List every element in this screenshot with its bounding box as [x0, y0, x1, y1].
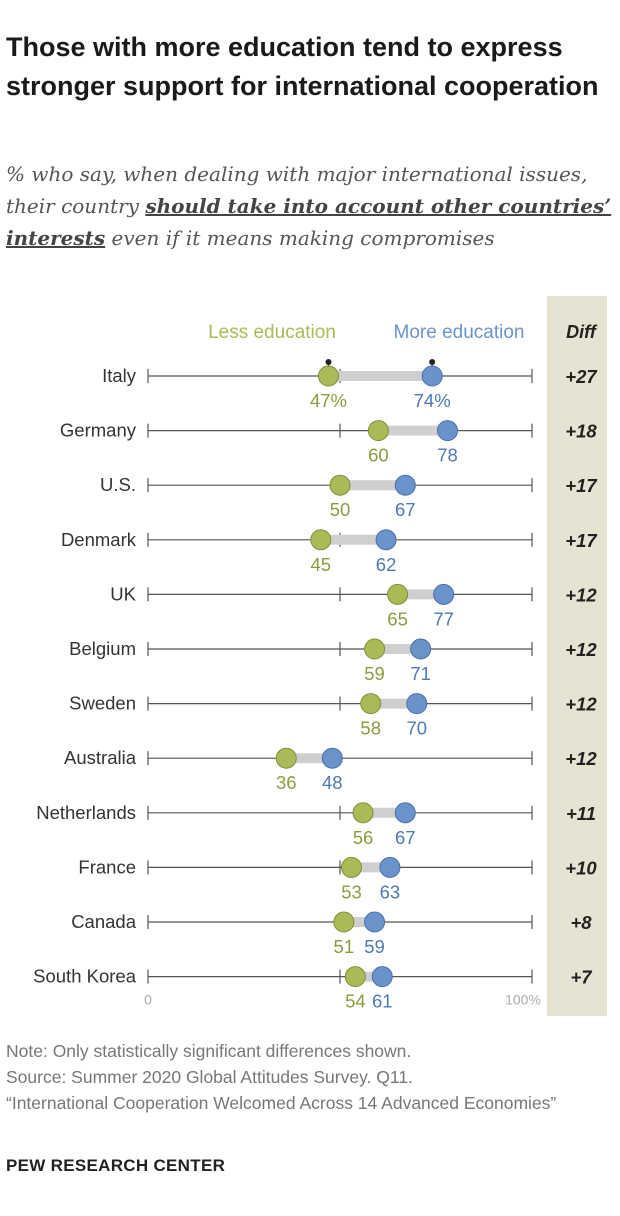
- legend-pointer-less-dot: [325, 359, 332, 365]
- more-education-value: 62: [376, 554, 397, 575]
- diff-column-background: [547, 296, 607, 1016]
- diff-value: +12: [565, 748, 597, 769]
- diff-header: Diff: [566, 322, 598, 342]
- country-label: Netherlands: [36, 802, 136, 823]
- less-education-dot: [360, 693, 382, 715]
- more-education-value: 74%: [414, 390, 451, 411]
- more-education-value: 59: [364, 936, 385, 957]
- country-label: Australia: [64, 747, 137, 768]
- less-education-dot: [344, 966, 366, 988]
- chart-subtitle: % who say, when dealing with major inter…: [6, 158, 614, 254]
- report-title: “International Cooperation Welcomed Acro…: [6, 1093, 557, 1113]
- subtitle-emphasis: should take into account other countries…: [6, 194, 612, 250]
- more-education-value: 67: [395, 499, 416, 520]
- less-education-value: 65: [387, 608, 408, 629]
- more-education-dot: [394, 802, 416, 824]
- less-education-value: 50: [330, 499, 351, 520]
- less-education-dot: [333, 911, 355, 933]
- diff-value: +27: [565, 366, 598, 387]
- country-label: France: [78, 856, 136, 877]
- diff-value: +12: [565, 694, 597, 715]
- less-education-value: 54: [345, 991, 366, 1012]
- more-education-value: 48: [322, 772, 343, 793]
- country-label: South Korea: [33, 966, 137, 987]
- chart-title: Those with more education tend to expres…: [6, 32, 599, 101]
- diff-value: +12: [565, 584, 597, 605]
- footer-notes: Note: Only statistically significant dif…: [6, 1038, 606, 1116]
- more-education-dot: [433, 583, 455, 605]
- less-education-dot: [275, 747, 297, 769]
- less-education-dot: [317, 365, 339, 387]
- subtitle-text-before: % who say, when dealing with major inter…: [6, 162, 588, 218]
- axis-max-label: 100%: [505, 992, 541, 1008]
- less-education-value: 53: [341, 881, 362, 902]
- diff-value: +11: [566, 803, 596, 824]
- less-education-dot: [364, 638, 386, 660]
- country-label: Denmark: [61, 529, 137, 550]
- country-label: Italy: [102, 365, 137, 386]
- less-education-dot: [367, 420, 389, 442]
- less-education-dot: [329, 474, 351, 496]
- more-education-value: 70: [407, 718, 428, 739]
- less-education-value: 58: [360, 718, 381, 739]
- country-label: UK: [110, 583, 136, 604]
- country-label: Belgium: [69, 638, 136, 659]
- more-education-value: 61: [372, 991, 393, 1012]
- more-education-dot: [406, 693, 428, 715]
- subtitle-text-after: even if it means making compromises: [105, 226, 495, 250]
- less-education-value: 47%: [310, 390, 347, 411]
- diff-value: +8: [570, 912, 592, 933]
- less-education-value: 51: [334, 936, 355, 957]
- less-education-dot: [352, 802, 374, 824]
- more-education-dot: [394, 474, 416, 496]
- more-education-dot: [437, 420, 459, 442]
- less-education-dot: [341, 856, 363, 878]
- diff-value: +7: [570, 967, 593, 988]
- diff-value: +17: [565, 475, 598, 496]
- more-education-dot: [410, 638, 432, 660]
- less-education-value: 59: [364, 663, 385, 684]
- more-education-value: 77: [433, 608, 454, 629]
- more-education-dot: [321, 747, 343, 769]
- more-education-dot: [421, 365, 443, 387]
- country-label: Germany: [60, 420, 137, 441]
- source-text: Source: Summer 2020 Global Attitudes Sur…: [6, 1067, 413, 1087]
- less-education-value: 56: [353, 827, 374, 848]
- less-education-value: 45: [311, 554, 332, 575]
- more-education-value: 63: [380, 881, 401, 902]
- more-education-dot: [375, 529, 397, 551]
- country-label: U.S.: [100, 474, 136, 495]
- less-education-dot: [310, 529, 332, 551]
- legend-more-education: More education: [394, 322, 525, 343]
- country-label: Canada: [71, 911, 137, 932]
- more-education-dot: [379, 856, 401, 878]
- more-education-value: 67: [395, 827, 416, 848]
- legend-pointer-more-dot: [429, 359, 436, 365]
- more-education-dot: [371, 966, 393, 988]
- diff-value: +10: [565, 857, 597, 878]
- dot-plot-chart: Less education More education Diff Italy 47%…: [33, 296, 607, 1016]
- diff-value: +18: [565, 421, 597, 442]
- less-education-dot: [387, 583, 409, 605]
- diff-value: +12: [565, 639, 597, 660]
- more-education-value: 71: [410, 663, 431, 684]
- country-label: Sweden: [69, 693, 136, 714]
- brand-logo-text: PEW RESEARCH CENTER: [6, 1156, 226, 1175]
- diff-value: +17: [565, 530, 598, 551]
- note-text: Note: Only statistically significant dif…: [6, 1041, 412, 1061]
- more-education-dot: [364, 911, 386, 933]
- less-education-value: 36: [276, 772, 297, 793]
- axis-min-label: 0: [144, 992, 152, 1008]
- less-education-value: 60: [368, 445, 389, 466]
- more-education-value: 78: [437, 445, 458, 466]
- legend-less-education: Less education: [208, 322, 336, 343]
